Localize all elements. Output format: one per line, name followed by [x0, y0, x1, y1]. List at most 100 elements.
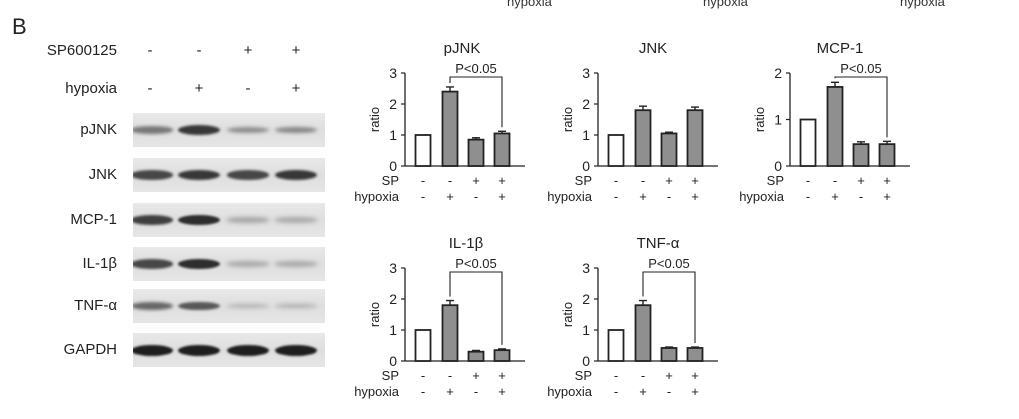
y-tick-label: 2: [582, 291, 590, 307]
y-tick-label: 1: [582, 127, 590, 143]
chart-title: IL-1β: [449, 235, 484, 252]
condition-sign: -: [421, 173, 425, 188]
condition-sign: -: [614, 189, 618, 204]
significance-label: P<0.05: [455, 256, 497, 271]
condition-sign: +: [691, 368, 699, 383]
y-tick-label: 2: [389, 96, 397, 112]
blot-band: [178, 214, 220, 226]
y-tick-label: 0: [774, 158, 782, 174]
condition-sign: +: [639, 384, 647, 399]
chart-title: TNF-α: [637, 235, 680, 252]
bar: [878, 143, 896, 167]
blot-strip: [133, 158, 325, 192]
y-axis-label: ratio: [367, 107, 382, 132]
blot-band: [178, 170, 220, 180]
condition-sign: -: [667, 189, 671, 204]
condition-row-label: SP: [767, 173, 784, 188]
y-tick-label: 0: [389, 353, 397, 369]
y-tick-label: 3: [582, 65, 590, 81]
panel-letter: B: [12, 14, 27, 39]
significance-label: P<0.05: [840, 61, 882, 76]
significance-bracket: [834, 76, 888, 138]
bar: [799, 118, 817, 167]
y-tick-label: 2: [582, 96, 590, 112]
blot-row-label: JNK: [88, 166, 117, 183]
blot-strip: [133, 247, 325, 281]
blot-band: [275, 261, 317, 267]
y-tick-label: 2: [389, 291, 397, 307]
y-tick-label: 0: [389, 158, 397, 174]
condition-sign: +: [498, 384, 506, 399]
condition-sign: -: [448, 368, 452, 383]
y-tick-label: 1: [774, 112, 782, 128]
condition-sign: +: [883, 189, 891, 204]
condition-row-label: hypoxia: [354, 384, 400, 399]
significance-bracket: [449, 76, 503, 128]
condition-sign: +: [446, 384, 454, 399]
chart-title: JNK: [639, 40, 667, 57]
top-caption-fragment: hypoxia: [703, 0, 748, 9]
bar: [414, 134, 432, 167]
condition-sign: -: [641, 173, 645, 188]
chart-title: pJNK: [444, 40, 481, 57]
bar: [607, 329, 625, 362]
bar: [686, 109, 704, 167]
bar: [467, 138, 485, 167]
condition-row-label: SP: [382, 173, 399, 188]
condition-sign: -: [421, 189, 425, 204]
condition-row-label: hypoxia: [354, 189, 400, 204]
condition-row-label: SP: [575, 368, 592, 383]
condition-sign: -: [614, 384, 618, 399]
significance-bracket: [449, 271, 503, 345]
blot-band: [227, 344, 269, 356]
blot-sign: -: [147, 80, 153, 97]
blot-band: [178, 125, 220, 135]
top-caption-fragment: hypoxia: [900, 0, 945, 9]
blot-band: [133, 215, 173, 225]
blot-band: [275, 344, 317, 356]
y-axis-label: ratio: [752, 107, 767, 132]
condition-sign: +: [691, 384, 699, 399]
bar: [852, 143, 870, 167]
y-tick-label: 1: [582, 322, 590, 338]
condition-row-label: hypoxia: [547, 384, 593, 399]
condition-sign: +: [831, 189, 839, 204]
top-caption-fragment: hypoxia: [507, 0, 552, 9]
chart-title: MCP-1: [817, 40, 864, 57]
y-tick-label: 2: [774, 65, 782, 81]
blot-band: [227, 261, 269, 267]
condition-sign: +: [665, 368, 673, 383]
bar: [441, 90, 459, 167]
bar: [414, 329, 432, 362]
blot-row-label: TNF-α: [74, 297, 117, 314]
y-tick-label: 3: [582, 260, 590, 276]
blot-band: [133, 302, 173, 310]
blot-sign: +: [194, 80, 204, 97]
condition-row-label: SP: [382, 368, 399, 383]
bar: [686, 347, 704, 362]
y-tick-label: 1: [389, 322, 397, 338]
condition-sign: -: [641, 368, 645, 383]
condition-sign: -: [833, 173, 837, 188]
condition-sign: +: [498, 368, 506, 383]
blot-row-label: GAPDH: [63, 341, 117, 358]
condition-sign: -: [474, 384, 478, 399]
condition-sign: -: [806, 189, 810, 204]
blot-sign: +: [291, 42, 301, 59]
bar: [441, 304, 459, 362]
significance-label: P<0.05: [455, 61, 497, 76]
condition-sign: -: [474, 189, 478, 204]
significance-bracket: [642, 271, 696, 344]
blot-band: [133, 126, 173, 134]
blot-band: [133, 259, 173, 269]
blot-row-label: MCP-1: [70, 211, 117, 228]
blot-sign: -: [245, 80, 251, 97]
significance-label: P<0.05: [648, 256, 690, 271]
blot-strip: [133, 333, 325, 367]
y-tick-label: 1: [389, 127, 397, 143]
condition-sign: -: [448, 173, 452, 188]
blot-band: [275, 303, 317, 309]
bar: [660, 347, 678, 362]
blot-band: [178, 301, 220, 311]
